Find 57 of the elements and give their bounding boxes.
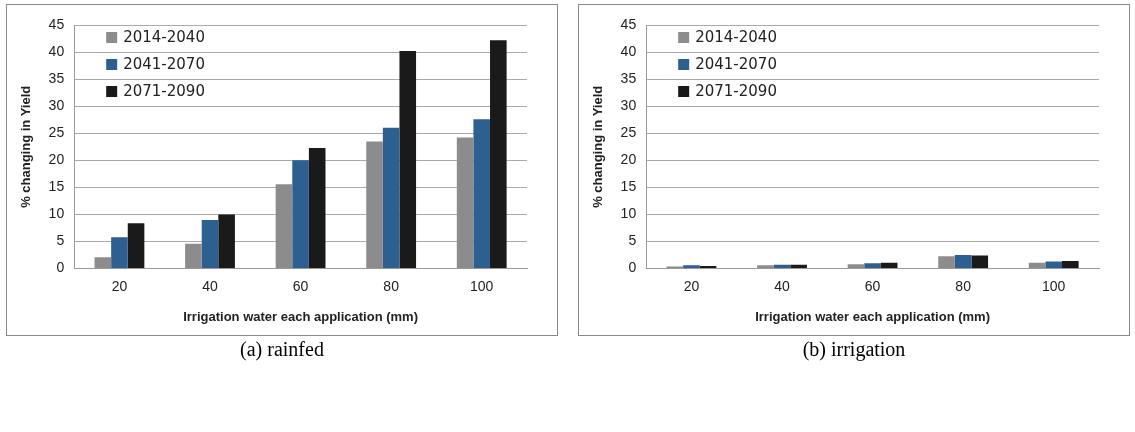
x-tick-label: 20 bbox=[111, 277, 128, 294]
y-tick-label: 35 bbox=[620, 69, 637, 86]
x-tick-label: 40 bbox=[202, 277, 219, 294]
bar bbox=[399, 50, 417, 269]
x-tick-label: 80 bbox=[955, 277, 972, 294]
x-tick-label: 100 bbox=[470, 277, 494, 294]
x-axis-title: Irrigation water each application (mm) bbox=[183, 308, 418, 324]
bar bbox=[382, 127, 400, 269]
bar bbox=[111, 237, 128, 269]
x-tick-label: 60 bbox=[864, 277, 881, 294]
y-tick-label: 35 bbox=[48, 69, 65, 86]
y-tick-label: 0 bbox=[56, 259, 65, 276]
bar bbox=[456, 137, 474, 269]
x-tick-label: 80 bbox=[383, 277, 400, 294]
y-tick-label: 40 bbox=[620, 42, 637, 59]
legend-label: 2071-2090 bbox=[695, 81, 777, 100]
text: (b) irrigation bbox=[801, 338, 907, 361]
y-tick-label: 10 bbox=[620, 205, 637, 222]
y-tick-label: 40 bbox=[48, 42, 65, 59]
y-axis-title: % changing in Yield bbox=[18, 85, 34, 208]
y-tick-label: 25 bbox=[48, 124, 65, 141]
bar bbox=[127, 223, 145, 269]
bar bbox=[218, 214, 235, 269]
y-tick-label: 45 bbox=[48, 15, 65, 32]
bar bbox=[94, 257, 112, 269]
y-tick-label: 45 bbox=[620, 15, 637, 32]
legend-label: 2014-2040 bbox=[695, 27, 777, 46]
y-tick-label: 15 bbox=[48, 178, 65, 195]
bar bbox=[185, 243, 202, 269]
legend-label: 2014-2040 bbox=[123, 27, 205, 46]
bar bbox=[473, 119, 491, 269]
bar bbox=[490, 40, 507, 269]
y-tick-label: 20 bbox=[620, 151, 637, 168]
x-axis-title: Irrigation water each application (mm) bbox=[755, 308, 990, 324]
bar bbox=[366, 141, 383, 269]
y-tick-label: 20 bbox=[48, 151, 65, 168]
y-tick-label: 5 bbox=[56, 232, 65, 249]
y-tick-label: 10 bbox=[48, 205, 65, 222]
bar bbox=[201, 219, 219, 269]
bar bbox=[292, 160, 309, 269]
y-tick-label: 30 bbox=[620, 97, 637, 114]
legend-label: 2071-2090 bbox=[123, 81, 205, 100]
x-tick-label: 100 bbox=[1042, 277, 1066, 294]
legend-label: 2041-2070 bbox=[695, 54, 777, 73]
y-tick-label: 15 bbox=[620, 178, 637, 195]
legend-label: 2041-2070 bbox=[123, 54, 205, 73]
x-tick-label: 60 bbox=[292, 277, 309, 294]
y-tick-label: 5 bbox=[628, 232, 637, 249]
x-tick-label: 40 bbox=[774, 277, 791, 294]
y-tick-label: 25 bbox=[620, 124, 637, 141]
x-tick-label: 20 bbox=[683, 277, 700, 294]
text: (a) rainfed bbox=[239, 338, 325, 361]
bar bbox=[275, 184, 293, 269]
y-axis-title: % changing in Yield bbox=[590, 85, 606, 208]
bar bbox=[308, 147, 326, 269]
y-tick-label: 30 bbox=[48, 97, 65, 114]
y-tick-label: 0 bbox=[628, 259, 637, 276]
